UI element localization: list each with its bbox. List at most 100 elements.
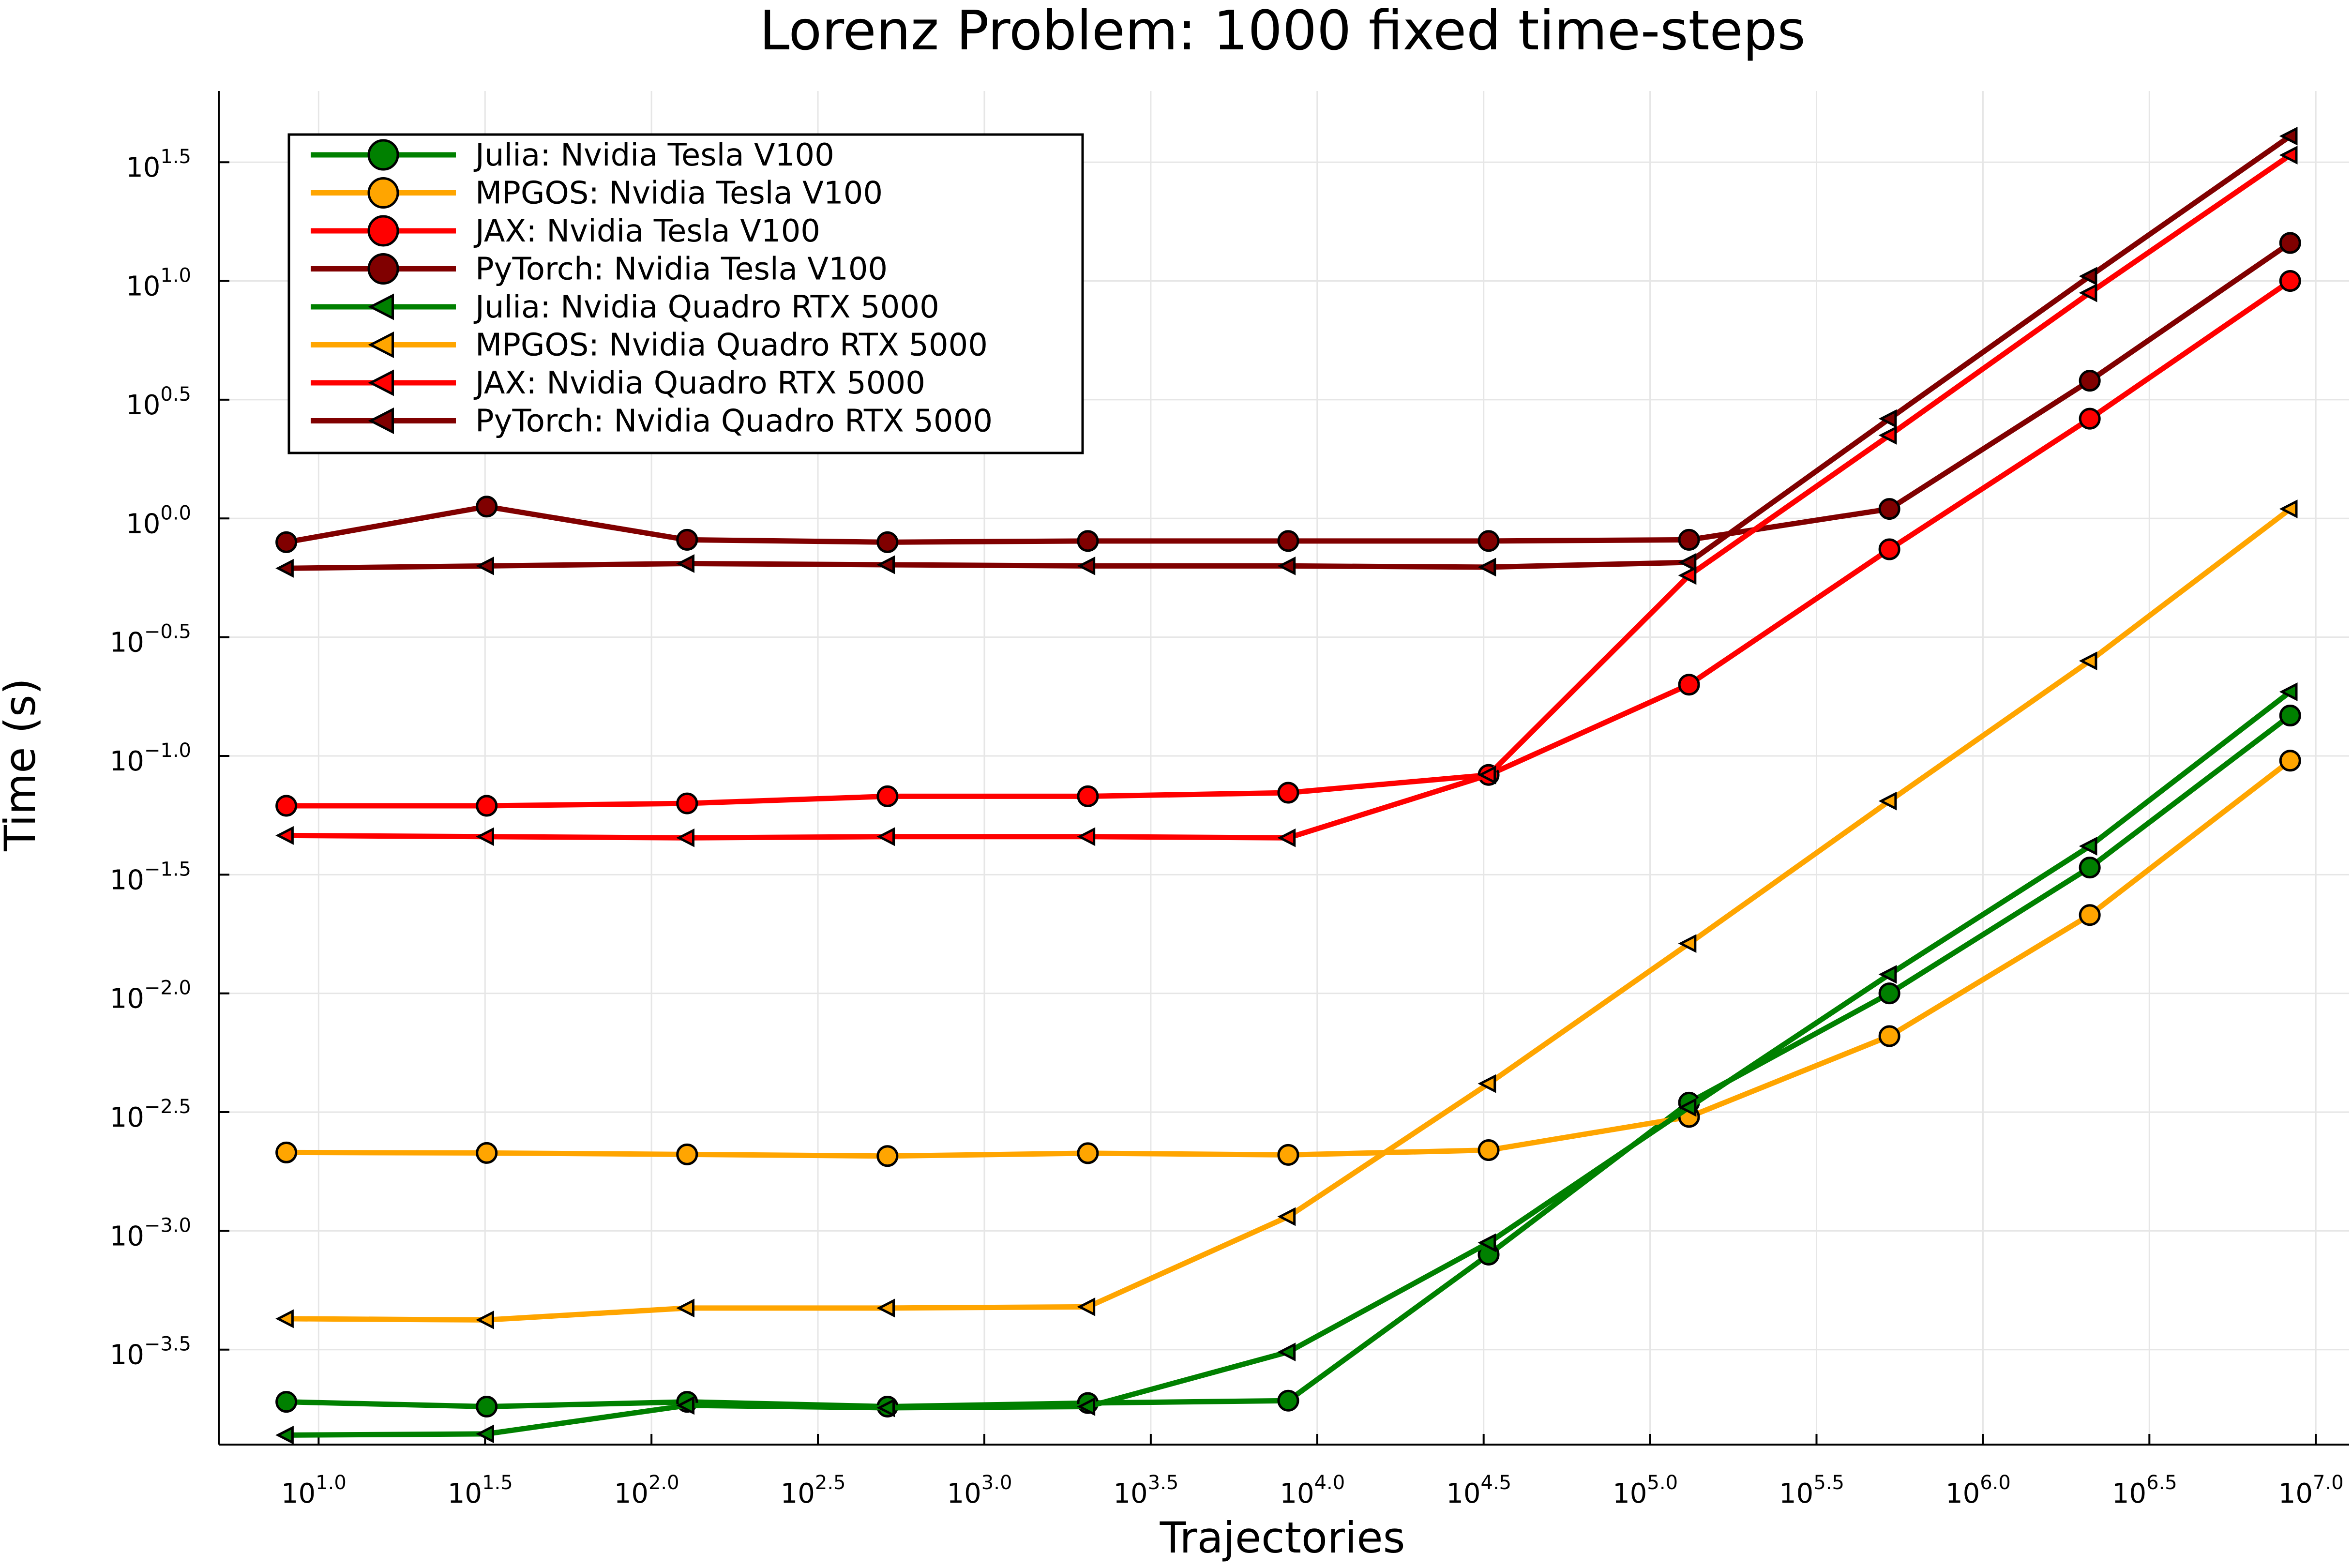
y-tick-exponent: 0.5 bbox=[160, 383, 191, 406]
data-point bbox=[2079, 283, 2097, 302]
y-tick-exponent: −1.0 bbox=[144, 739, 191, 762]
legend-marker bbox=[368, 293, 394, 320]
data-point bbox=[1478, 765, 1496, 784]
data-point bbox=[1678, 566, 1697, 585]
y-tick-base: 10 bbox=[126, 508, 160, 540]
data-point bbox=[1277, 1389, 1299, 1412]
data-point bbox=[1678, 674, 1700, 696]
data-point bbox=[876, 1298, 895, 1318]
x-tick-label: 105.5 bbox=[1779, 1472, 1844, 1509]
data-point bbox=[275, 558, 294, 578]
x-tick-label: 104.5 bbox=[1446, 1472, 1511, 1509]
x-tick-base: 10 bbox=[2278, 1478, 2313, 1509]
data-point bbox=[2079, 267, 2097, 286]
x-tick-label: 107.0 bbox=[2278, 1472, 2344, 1509]
data-point bbox=[2279, 750, 2301, 772]
x-tick-exponent: 5.5 bbox=[1813, 1472, 1844, 1494]
data-point bbox=[1478, 1233, 1496, 1252]
chart-title: Lorenz Problem: 1000 fixed time-steps bbox=[759, 0, 1806, 62]
legend-label: JAX: Nvidia Quadro RTX 5000 bbox=[473, 365, 925, 401]
legend-marker bbox=[368, 407, 394, 434]
x-tick-base: 10 bbox=[1779, 1478, 1813, 1509]
y-tick-label: 101.0 bbox=[126, 265, 191, 302]
data-point bbox=[1478, 558, 1496, 577]
data-point bbox=[476, 1310, 494, 1329]
data-point bbox=[2079, 370, 2101, 392]
data-point bbox=[1478, 1074, 1496, 1093]
data-point bbox=[476, 827, 494, 846]
data-point bbox=[1478, 530, 1500, 552]
data-point bbox=[876, 531, 899, 553]
data-point bbox=[1678, 528, 1700, 551]
data-point bbox=[876, 1145, 899, 1167]
x-tick-base: 10 bbox=[614, 1478, 648, 1509]
data-point bbox=[1277, 828, 1296, 847]
y-tick-label: 100.5 bbox=[126, 383, 191, 421]
data-point bbox=[2079, 857, 2101, 879]
x-tick-base: 10 bbox=[2112, 1478, 2146, 1509]
x-tick-label: 106.5 bbox=[2112, 1472, 2177, 1509]
legend-label: Julia: Nvidia Tesla V100 bbox=[473, 137, 834, 173]
legend-marker bbox=[367, 139, 399, 171]
x-tick-base: 10 bbox=[281, 1478, 316, 1509]
legend-item: PyTorch: Nvidia Tesla V100 bbox=[311, 252, 888, 287]
y-tick-base: 10 bbox=[126, 152, 160, 183]
x-tick-exponent: 6.0 bbox=[1980, 1472, 2011, 1494]
legend-item: JAX: Nvidia Tesla V100 bbox=[311, 213, 820, 249]
data-point bbox=[1878, 498, 1900, 520]
y-tick-base: 10 bbox=[110, 1102, 144, 1133]
data-point bbox=[1678, 1098, 1697, 1117]
x-axis-title: Trajectories bbox=[1160, 1513, 1405, 1563]
data-point bbox=[1277, 557, 1296, 575]
x-tick-exponent: 4.5 bbox=[1481, 1472, 1512, 1494]
series-7 bbox=[275, 126, 2298, 578]
data-point bbox=[476, 557, 494, 575]
y-tick-base: 10 bbox=[110, 627, 144, 659]
y-tick-exponent: 1.5 bbox=[160, 146, 191, 168]
x-tick-base: 10 bbox=[1446, 1478, 1480, 1509]
y-tick-base: 10 bbox=[110, 1221, 144, 1252]
data-point bbox=[275, 1425, 294, 1445]
x-tick-label: 104.0 bbox=[1280, 1472, 1345, 1509]
data-point bbox=[676, 528, 698, 551]
x-tick-exponent: 3.0 bbox=[981, 1472, 1012, 1494]
x-tick-base: 10 bbox=[1945, 1478, 1980, 1509]
legend-item: MPGOS: Nvidia Quadro RTX 5000 bbox=[311, 328, 988, 363]
data-point bbox=[676, 1396, 695, 1415]
data-point bbox=[1077, 1297, 1096, 1316]
x-tick-base: 10 bbox=[448, 1478, 482, 1509]
x-tick-label: 106.0 bbox=[1945, 1472, 2011, 1509]
legend-label: JAX: Nvidia Tesla V100 bbox=[473, 213, 820, 249]
legend-label: MPGOS: Nvidia Tesla V100 bbox=[475, 176, 883, 211]
data-point bbox=[676, 554, 695, 573]
plot-series bbox=[275, 126, 2301, 1445]
data-point bbox=[676, 1143, 698, 1165]
tick-labels: 101.0 101.5 102.0 102.5 103.0 103.5 104.0 104.5… bbox=[110, 146, 2344, 1509]
legend-marker bbox=[367, 253, 399, 285]
data-point bbox=[2079, 837, 2097, 856]
data-point bbox=[1878, 791, 1897, 811]
data-point bbox=[1077, 1397, 1096, 1416]
data-point bbox=[1878, 982, 1900, 1005]
data-point bbox=[1277, 1342, 1296, 1362]
series-4 bbox=[275, 682, 2298, 1445]
data-point bbox=[876, 785, 899, 807]
data-point bbox=[1077, 557, 1096, 575]
y-tick-label: 10−3.5 bbox=[110, 1333, 191, 1371]
data-point bbox=[275, 1141, 298, 1163]
legend-marker bbox=[367, 177, 399, 209]
x-tick-exponent: 4.0 bbox=[1314, 1472, 1345, 1494]
data-point bbox=[1277, 1207, 1296, 1226]
data-point bbox=[2279, 232, 2301, 254]
x-tick-exponent: 5.0 bbox=[1647, 1472, 1678, 1494]
legend-marker bbox=[368, 332, 394, 358]
data-point bbox=[1077, 1142, 1099, 1164]
y-tick-label: 10−0.5 bbox=[110, 621, 191, 659]
y-tick-exponent: −2.0 bbox=[144, 977, 191, 999]
data-point bbox=[2279, 705, 2301, 727]
y-tick-base: 10 bbox=[110, 983, 144, 1015]
legend-label: Julia: Nvidia Quadro RTX 5000 bbox=[473, 289, 939, 325]
x-tick-label: 105.0 bbox=[1613, 1472, 1678, 1509]
x-tick-label: 102.5 bbox=[781, 1472, 846, 1509]
